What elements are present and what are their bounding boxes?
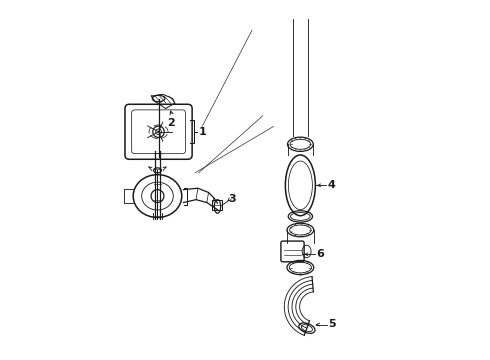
Text: 4: 4	[327, 180, 335, 190]
Text: 5: 5	[328, 319, 336, 329]
Text: 6: 6	[316, 249, 324, 258]
Text: 1: 1	[198, 127, 206, 137]
Text: 2: 2	[167, 118, 175, 128]
Bar	[213, 201, 222, 210]
Text: 3: 3	[228, 194, 236, 204]
